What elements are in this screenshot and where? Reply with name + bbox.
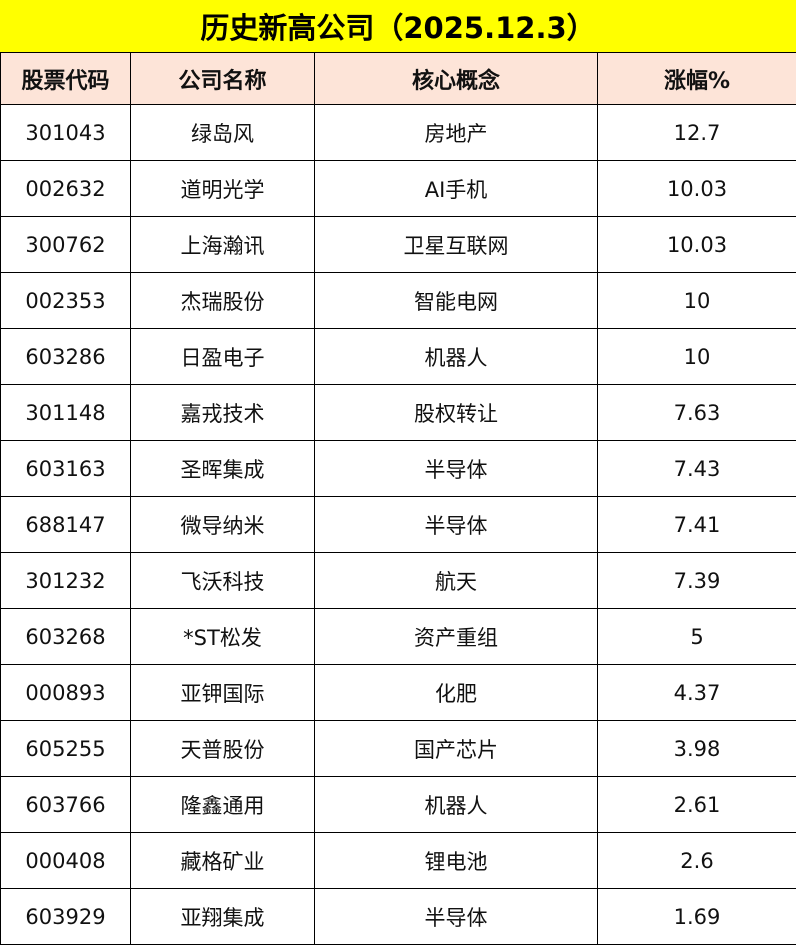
cell-change-pct: 10.03 [597, 216, 796, 273]
cell-change-pct: 2.6 [597, 832, 796, 889]
cell-stock-code: 603286 [0, 328, 131, 385]
table-row: 002632 道明光学 AI手机 10.03 [0, 160, 796, 217]
table-title: 历史新高公司（2025.12.3） [0, 0, 796, 52]
cell-core-concept: 卫星互联网 [314, 216, 598, 273]
cell-stock-code: 603268 [0, 608, 131, 665]
cell-core-concept: 化肥 [314, 664, 598, 721]
cell-core-concept: 半导体 [314, 440, 598, 497]
cell-change-pct: 3.98 [597, 720, 796, 777]
cell-stock-code: 300762 [0, 216, 131, 273]
cell-company-name: 隆鑫通用 [130, 776, 315, 833]
cell-change-pct: 7.41 [597, 496, 796, 553]
cell-stock-code: 002632 [0, 160, 131, 217]
table-row: 301043 绿岛风 房地产 12.7 [0, 104, 796, 161]
header-stock-code: 股票代码 [0, 52, 131, 105]
cell-company-name: 藏格矿业 [130, 832, 315, 889]
stock-table: 股票代码 公司名称 核心概念 涨幅% 301043 绿岛风 房地产 12.7 00263… [0, 52, 796, 945]
cell-change-pct: 7.43 [597, 440, 796, 497]
cell-company-name: 亚翔集成 [130, 888, 315, 945]
cell-stock-code: 688147 [0, 496, 131, 553]
cell-change-pct: 7.63 [597, 384, 796, 441]
cell-change-pct: 2.61 [597, 776, 796, 833]
cell-change-pct: 12.7 [597, 104, 796, 161]
cell-stock-code: 301232 [0, 552, 131, 609]
cell-core-concept: 半导体 [314, 888, 598, 945]
cell-core-concept: 半导体 [314, 496, 598, 553]
header-change-pct: 涨幅% [597, 52, 796, 105]
cell-core-concept: 股权转让 [314, 384, 598, 441]
cell-stock-code: 301043 [0, 104, 131, 161]
cell-company-name: 亚钾国际 [130, 664, 315, 721]
table-row: 603929 亚翔集成 半导体 1.69 [0, 888, 796, 945]
cell-core-concept: AI手机 [314, 160, 598, 217]
cell-change-pct: 5 [597, 608, 796, 665]
table-row: 301148 嘉戎技术 股权转让 7.63 [0, 384, 796, 441]
cell-change-pct: 4.37 [597, 664, 796, 721]
cell-stock-code: 301148 [0, 384, 131, 441]
table-row: 603163 圣晖集成 半导体 7.43 [0, 440, 796, 497]
cell-core-concept: 房地产 [314, 104, 598, 161]
table-row: 300762 上海瀚讯 卫星互联网 10.03 [0, 216, 796, 273]
cell-company-name: 上海瀚讯 [130, 216, 315, 273]
cell-company-name: 圣晖集成 [130, 440, 315, 497]
table-row: 000893 亚钾国际 化肥 4.37 [0, 664, 796, 721]
cell-company-name: 道明光学 [130, 160, 315, 217]
table-row: 603268 *ST松发 资产重组 5 [0, 608, 796, 665]
header-core-concept: 核心概念 [314, 52, 598, 105]
cell-change-pct: 10 [597, 272, 796, 329]
cell-company-name: *ST松发 [130, 608, 315, 665]
cell-stock-code: 603929 [0, 888, 131, 945]
cell-core-concept: 航天 [314, 552, 598, 609]
header-company-name: 公司名称 [130, 52, 315, 105]
cell-company-name: 绿岛风 [130, 104, 315, 161]
cell-company-name: 嘉戎技术 [130, 384, 315, 441]
cell-change-pct: 10 [597, 328, 796, 385]
table-row: 301232 飞沃科技 航天 7.39 [0, 552, 796, 609]
table-row: 605255 天普股份 国产芯片 3.98 [0, 720, 796, 777]
cell-core-concept: 机器人 [314, 776, 598, 833]
cell-stock-code: 605255 [0, 720, 131, 777]
cell-stock-code: 603163 [0, 440, 131, 497]
cell-company-name: 飞沃科技 [130, 552, 315, 609]
cell-core-concept: 国产芯片 [314, 720, 598, 777]
table-row: 000408 藏格矿业 锂电池 2.6 [0, 832, 796, 889]
table-row: 688147 微导纳米 半导体 7.41 [0, 496, 796, 553]
cell-stock-code: 002353 [0, 272, 131, 329]
cell-stock-code: 000893 [0, 664, 131, 721]
cell-change-pct: 10.03 [597, 160, 796, 217]
cell-company-name: 微导纳米 [130, 496, 315, 553]
cell-change-pct: 1.69 [597, 888, 796, 945]
cell-stock-code: 603766 [0, 776, 131, 833]
cell-core-concept: 锂电池 [314, 832, 598, 889]
cell-company-name: 天普股份 [130, 720, 315, 777]
table-row: 002353 杰瑞股份 智能电网 10 [0, 272, 796, 329]
cell-core-concept: 智能电网 [314, 272, 598, 329]
cell-change-pct: 7.39 [597, 552, 796, 609]
cell-company-name: 杰瑞股份 [130, 272, 315, 329]
header-row: 股票代码 公司名称 核心概念 涨幅% [0, 52, 796, 105]
cell-company-name: 日盈电子 [130, 328, 315, 385]
cell-core-concept: 机器人 [314, 328, 598, 385]
table-row: 603766 隆鑫通用 机器人 2.61 [0, 776, 796, 833]
cell-stock-code: 000408 [0, 832, 131, 889]
table-row: 603286 日盈电子 机器人 10 [0, 328, 796, 385]
cell-core-concept: 资产重组 [314, 608, 598, 665]
